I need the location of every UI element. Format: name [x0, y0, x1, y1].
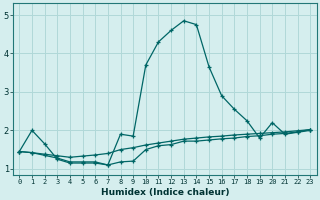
X-axis label: Humidex (Indice chaleur): Humidex (Indice chaleur) [100, 188, 229, 197]
